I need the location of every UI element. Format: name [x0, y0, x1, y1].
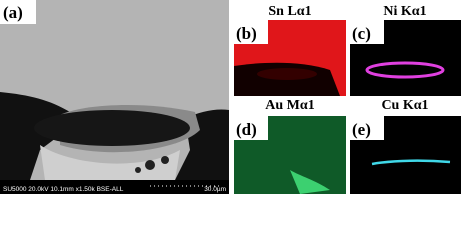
- panel-label: (c): [352, 24, 371, 43]
- panel-label: (e): [352, 120, 371, 139]
- label-box: [350, 20, 384, 44]
- scale-bar-label: 30.0µm: [204, 186, 226, 193]
- element-label: Au Mα1: [265, 98, 314, 113]
- panel-label: (b): [236, 24, 257, 43]
- sem-info: SU5000 20.0kV 10.1mm x1.50k BSE-ALL: [3, 186, 124, 193]
- panel-label: (a): [3, 3, 23, 22]
- element-label: Ni Kα1: [383, 4, 426, 19]
- sem-image: [0, 0, 229, 194]
- panel-label: (d): [236, 120, 257, 139]
- label-box: [234, 20, 268, 44]
- figure: (a) SU5000 20.0kV 10.1mm x1.50k BSE-ALL …: [0, 0, 461, 194]
- label-box: [350, 116, 384, 140]
- element-label: Sn Lα1: [268, 4, 311, 19]
- element-label: Cu Kα1: [381, 98, 428, 113]
- label-box: [234, 116, 268, 140]
